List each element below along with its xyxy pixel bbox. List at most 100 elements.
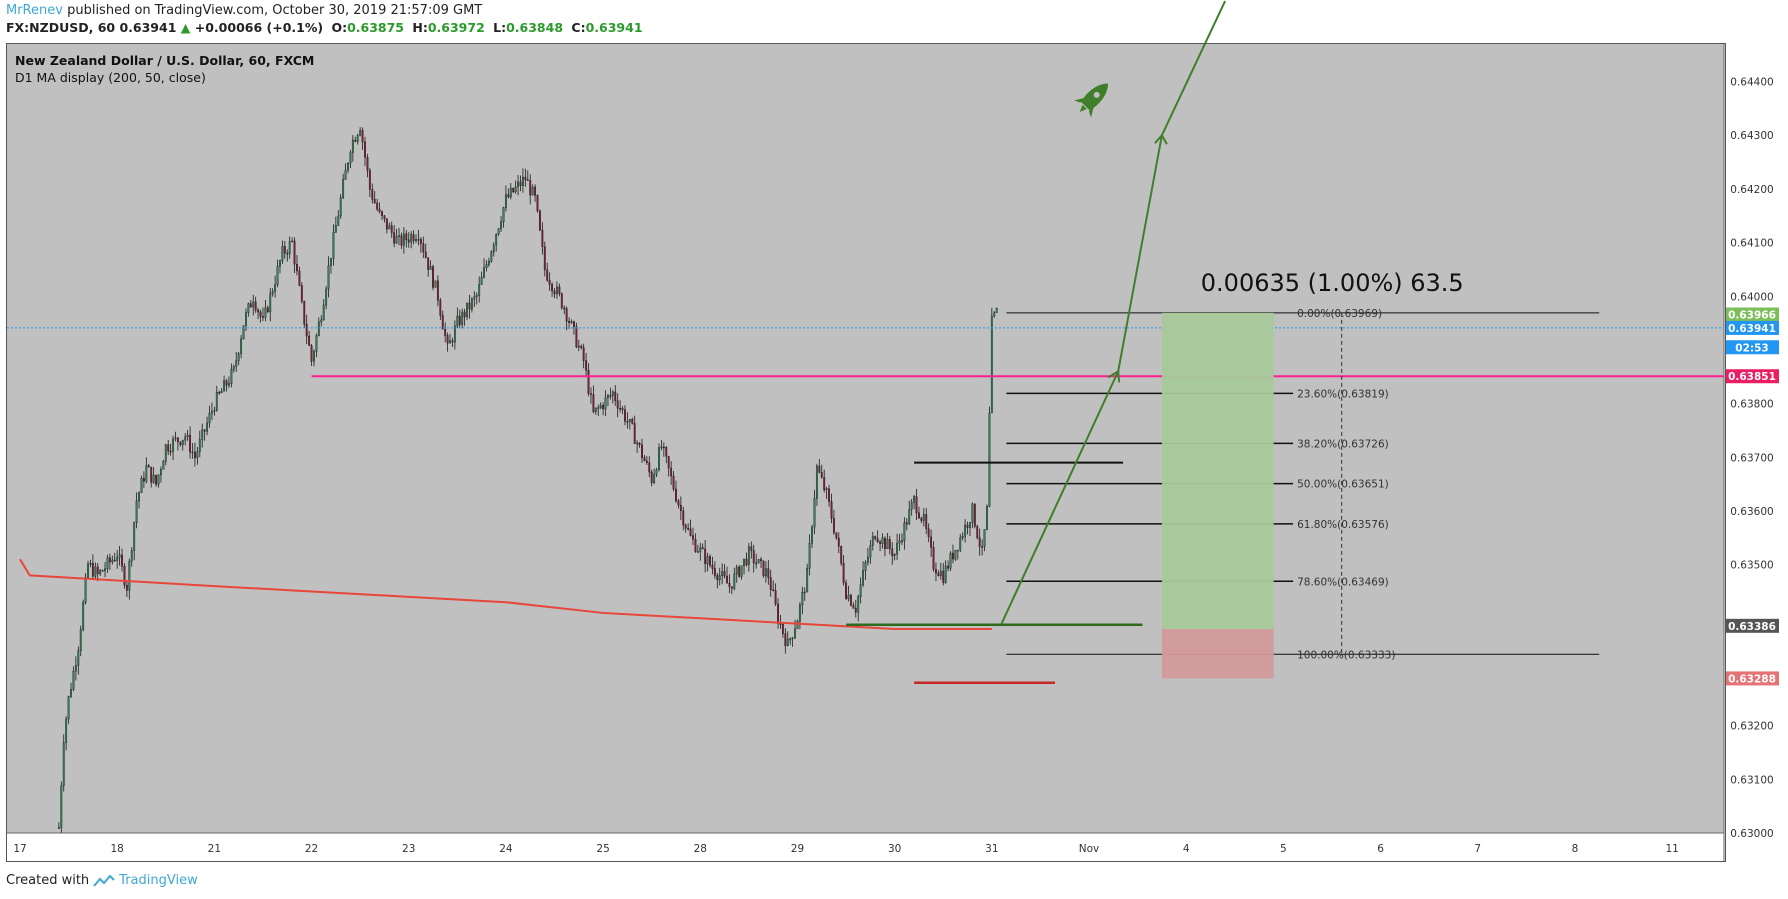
candle-body [869,545,872,558]
candle-body [988,412,991,507]
candle-body [648,462,651,473]
candle-body [242,325,245,340]
candle-body [262,316,264,318]
candle-body [947,565,950,569]
candle-body [364,141,366,158]
candle-body [223,380,226,392]
candle-body [667,456,670,469]
candle-body [939,570,942,577]
candle-body [252,301,255,308]
candle-body [470,298,473,310]
y-tick-label: 0.64400 [1730,77,1773,89]
take-profit-zone [1161,312,1274,630]
candle-body [956,549,959,552]
price-axis-label-bg [1725,320,1779,335]
candle-body [679,504,682,511]
candle-body [952,552,954,560]
candle-body [203,429,206,432]
y-tick-label: 0.63500 [1730,560,1773,572]
price-axis-label: 0.63941 [1728,323,1776,335]
candle-body [206,422,209,432]
candle-body [84,577,87,603]
candle-body [444,329,447,336]
candle-body [959,537,962,551]
candle-body [713,568,716,576]
candle-body [594,407,597,412]
open-label: O: [331,20,348,35]
candle-body [964,524,967,537]
candle-body [653,474,656,483]
candle-body [366,157,369,171]
candle-body [687,527,690,530]
candle-body [332,232,335,259]
candle-body [774,590,777,605]
candle-body [140,477,143,493]
candle-body [879,541,882,544]
candle-body [123,566,126,586]
candle-body [786,638,789,646]
candle-body [874,536,877,539]
candle-body [981,546,984,548]
candle-body [264,307,267,318]
candle-body [689,528,692,536]
candle-body [130,550,133,562]
candle-body [281,246,284,261]
candle-body [101,570,104,572]
candle-body [211,410,213,414]
y-tick-label: 0.63700 [1730,452,1773,464]
candle-body [888,539,891,550]
open-value: 0.63875 [347,20,404,35]
candle-body [983,529,986,547]
candle-body [762,560,765,577]
publish-info: published on TradingView.com, October 30… [67,3,483,18]
tradingview-link[interactable]: TradingView [119,873,198,888]
candle-body [915,496,918,514]
candle-body [543,246,546,271]
candle-body [726,575,728,584]
candle-body [230,369,233,384]
candle-body [337,215,340,226]
candle-body [760,559,762,561]
candle-body [461,311,464,325]
fib-level-label: 61.80%(0.63576) [1297,519,1389,531]
candle-body [300,285,303,302]
candle-body [781,624,784,634]
candle-body [789,638,792,641]
candle-body [249,303,252,308]
candle-body [893,553,896,557]
price-axis-label-bg [1725,671,1779,686]
candle-body [891,548,894,557]
arrowhead-1 [1107,369,1121,383]
candle-body [308,335,311,346]
candle-body [298,270,301,286]
candle-body [354,139,357,142]
candle-body [509,187,512,198]
candle-body [536,195,539,211]
close-value: 0.63941 [585,20,643,35]
rocket-icon [1074,83,1109,118]
candle-body [424,251,427,258]
candle-body [886,539,889,549]
candle-body [361,130,364,143]
candle-body [670,467,673,477]
candle-body [303,300,306,325]
candle-body [777,603,779,624]
author-link[interactable]: MrRenev [6,3,63,18]
footer: Created with TradingView [6,873,198,888]
candle-body [881,537,884,544]
candle-body [910,502,913,510]
candle-body [709,556,711,566]
candle-body [441,315,444,330]
candle-body [356,135,359,142]
candle-body [135,500,138,523]
candle-body [490,251,493,262]
candle-body [616,400,619,409]
candle-body [592,394,595,412]
candle-body [419,239,422,244]
candle-body [825,488,828,491]
candle-body [339,197,342,217]
candle-body [935,569,937,574]
candle-body [565,308,568,322]
candle-body [684,524,687,529]
